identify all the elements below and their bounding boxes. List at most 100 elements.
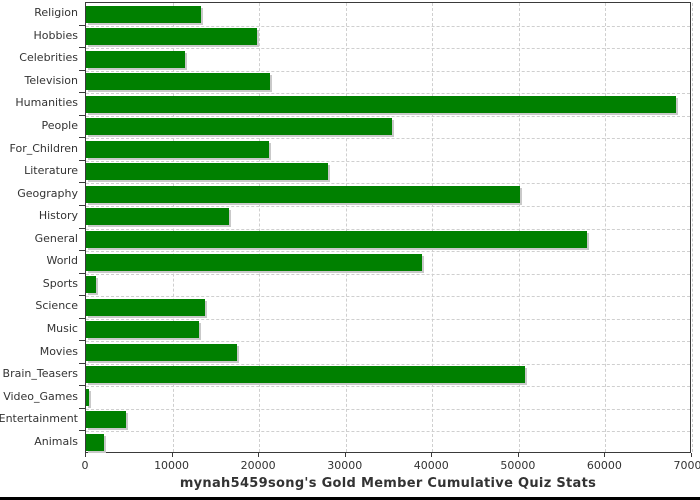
value-tick <box>691 453 692 457</box>
category-tick <box>79 272 85 274</box>
bar-world <box>86 253 422 271</box>
bar-video_games <box>86 388 90 406</box>
vertical-gridline <box>259 3 261 452</box>
category-tick <box>79 250 85 252</box>
category-tick <box>79 114 85 116</box>
category-tick <box>79 295 85 297</box>
category-tick <box>79 47 85 49</box>
value-tick-label: 70000 <box>673 459 700 472</box>
horizontal-gridline <box>86 341 690 343</box>
horizontal-gridline <box>86 251 690 253</box>
vertical-gridline <box>345 3 347 452</box>
bar-for_children <box>86 140 269 158</box>
category-label: People <box>41 119 78 133</box>
bar-history <box>86 208 229 226</box>
horizontal-gridline <box>86 205 690 207</box>
bar-animals <box>86 433 105 451</box>
category-label: Science <box>35 299 78 313</box>
horizontal-gridline <box>86 363 690 365</box>
bar-entertainment <box>86 411 126 429</box>
value-tick-label: 0 <box>81 459 89 472</box>
category-label: Literature <box>24 164 78 178</box>
category-label: Hobbies <box>33 28 78 42</box>
category-tick <box>79 227 85 229</box>
value-tick <box>258 453 260 457</box>
category-tick <box>79 204 85 206</box>
category-tick <box>79 362 85 364</box>
category-tick <box>79 159 85 161</box>
category-label: Celebrities <box>19 51 78 65</box>
bar-brain_teasers <box>86 366 525 384</box>
bar-celebrities <box>86 50 185 68</box>
bar-religion <box>86 5 202 23</box>
value-tick <box>171 453 173 457</box>
category-tick <box>79 69 85 71</box>
bar-science <box>86 298 205 316</box>
category-label: Television <box>24 73 79 87</box>
horizontal-gridline <box>86 408 690 410</box>
category-label: Music <box>46 321 78 335</box>
category-label: Humanities <box>15 96 78 110</box>
bar-literature <box>86 163 328 181</box>
value-tick-label: 60000 <box>586 459 622 472</box>
plot-area <box>85 2 693 453</box>
bar-humanities <box>86 95 676 113</box>
bottom-divider <box>0 497 700 500</box>
category-label: Movies <box>39 344 78 358</box>
category-tick <box>79 137 85 139</box>
value-tick-label: 30000 <box>327 459 363 472</box>
category-tick <box>79 407 85 409</box>
horizontal-gridline <box>86 183 690 185</box>
value-tick <box>604 453 606 457</box>
category-tick <box>79 430 85 432</box>
category-label: World <box>46 254 78 268</box>
horizontal-gridline <box>86 386 690 388</box>
category-tick <box>79 317 85 319</box>
horizontal-gridline <box>86 160 690 162</box>
value-tick-label: 20000 <box>240 459 276 472</box>
vertical-gridline <box>172 3 174 452</box>
value-tick <box>517 453 519 457</box>
horizontal-gridline <box>86 273 690 275</box>
bar-people <box>86 118 392 136</box>
chart-title: mynah5459song's Gold Member Cumulative Q… <box>179 476 597 491</box>
vertical-gridline <box>518 3 520 452</box>
category-label: For_Children <box>9 141 78 155</box>
horizontal-gridline <box>86 48 690 50</box>
category-label: Sports <box>42 276 78 290</box>
category-tick <box>79 92 85 94</box>
category-label: History <box>38 209 78 223</box>
value-tick-label: 10000 <box>154 459 190 472</box>
value-tick-label: 50000 <box>500 459 536 472</box>
category-label: Geography <box>17 186 78 200</box>
category-label: General <box>34 231 78 245</box>
horizontal-gridline <box>86 93 690 95</box>
bar-sports <box>86 276 96 294</box>
horizontal-gridline <box>86 228 690 230</box>
category-tick <box>79 385 85 387</box>
horizontal-gridline <box>86 318 690 320</box>
horizontal-gridline <box>86 431 690 433</box>
category-label: Video_Games <box>3 389 78 403</box>
category-label: Religion <box>34 6 78 20</box>
vertical-gridline <box>432 3 434 452</box>
category-label: Entertainment <box>0 412 78 426</box>
vertical-gridline <box>692 3 693 452</box>
bar-geography <box>86 185 520 203</box>
vertical-gridline <box>605 3 607 452</box>
category-tick <box>79 340 85 342</box>
bar-general <box>86 231 588 248</box>
bar-music <box>86 321 199 339</box>
horizontal-gridline <box>86 138 690 140</box>
bar-movies <box>86 343 237 361</box>
horizontal-gridline <box>86 25 690 27</box>
category-tick <box>79 24 85 26</box>
category-label: Brain_Teasers <box>2 367 78 381</box>
value-tick <box>431 453 433 457</box>
value-tick <box>344 453 346 457</box>
value-tick-label: 40000 <box>413 459 449 472</box>
bar-television <box>86 73 271 91</box>
bar-hobbies <box>86 28 257 46</box>
category-tick <box>79 182 85 184</box>
